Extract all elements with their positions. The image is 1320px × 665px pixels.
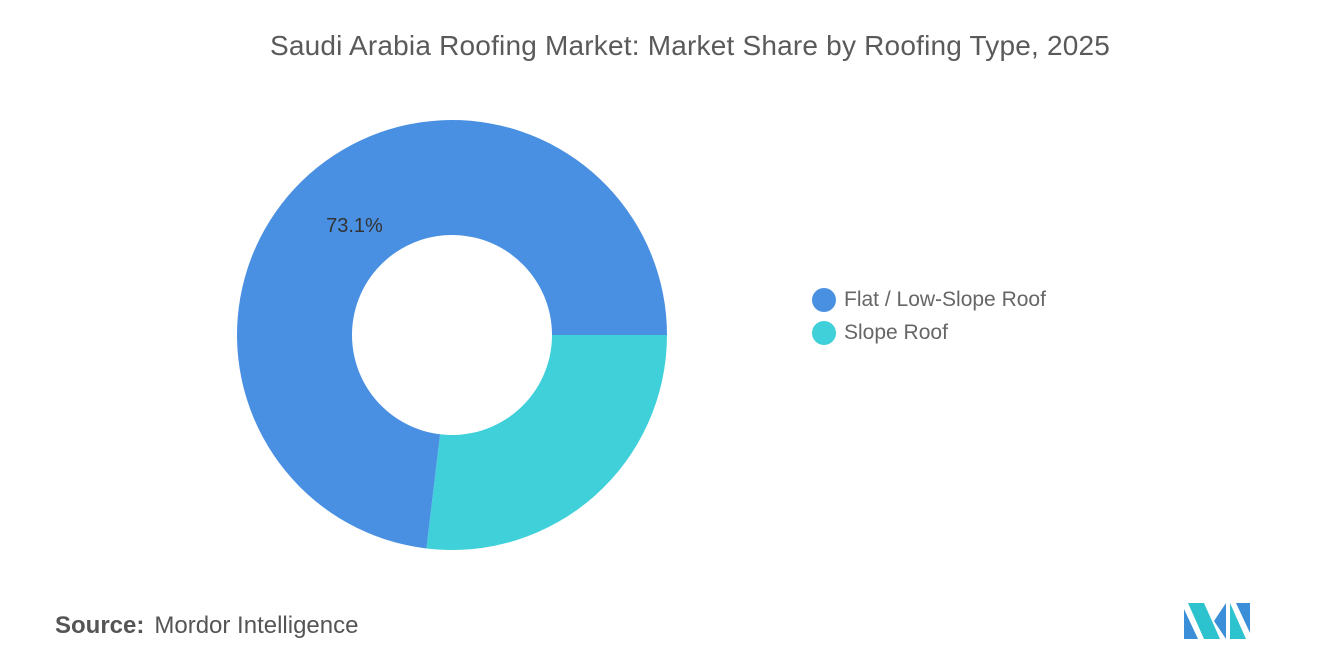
legend-item-flat-low-slope-roof: Flat / Low-Slope Roof <box>812 283 1046 316</box>
source-label: Source: <box>55 612 145 639</box>
slice-slope-roof <box>426 335 667 551</box>
source-value: Mordor Intelligence <box>154 612 359 639</box>
mordor-intelligence-logo <box>1184 603 1250 639</box>
data-label-flat-low-slope-roof: 73.1% <box>326 215 383 237</box>
legend-swatch <box>812 320 836 345</box>
legend-label: Slope Roof <box>844 320 948 344</box>
legend-label: Flat / Low-Slope Roof <box>844 287 1046 311</box>
chart-title: Saudi Arabia Roofing Market: Market Shar… <box>269 30 1111 61</box>
legend-item-slope-roof: Slope Roof <box>812 316 1046 349</box>
chart-legend: Flat / Low-Slope Roof Slope Roof <box>812 283 1046 349</box>
legend-swatch <box>812 287 836 312</box>
slice-flat-low-slope-roof <box>237 120 667 549</box>
source-note: Source: Mordor Intelligence <box>55 612 358 640</box>
